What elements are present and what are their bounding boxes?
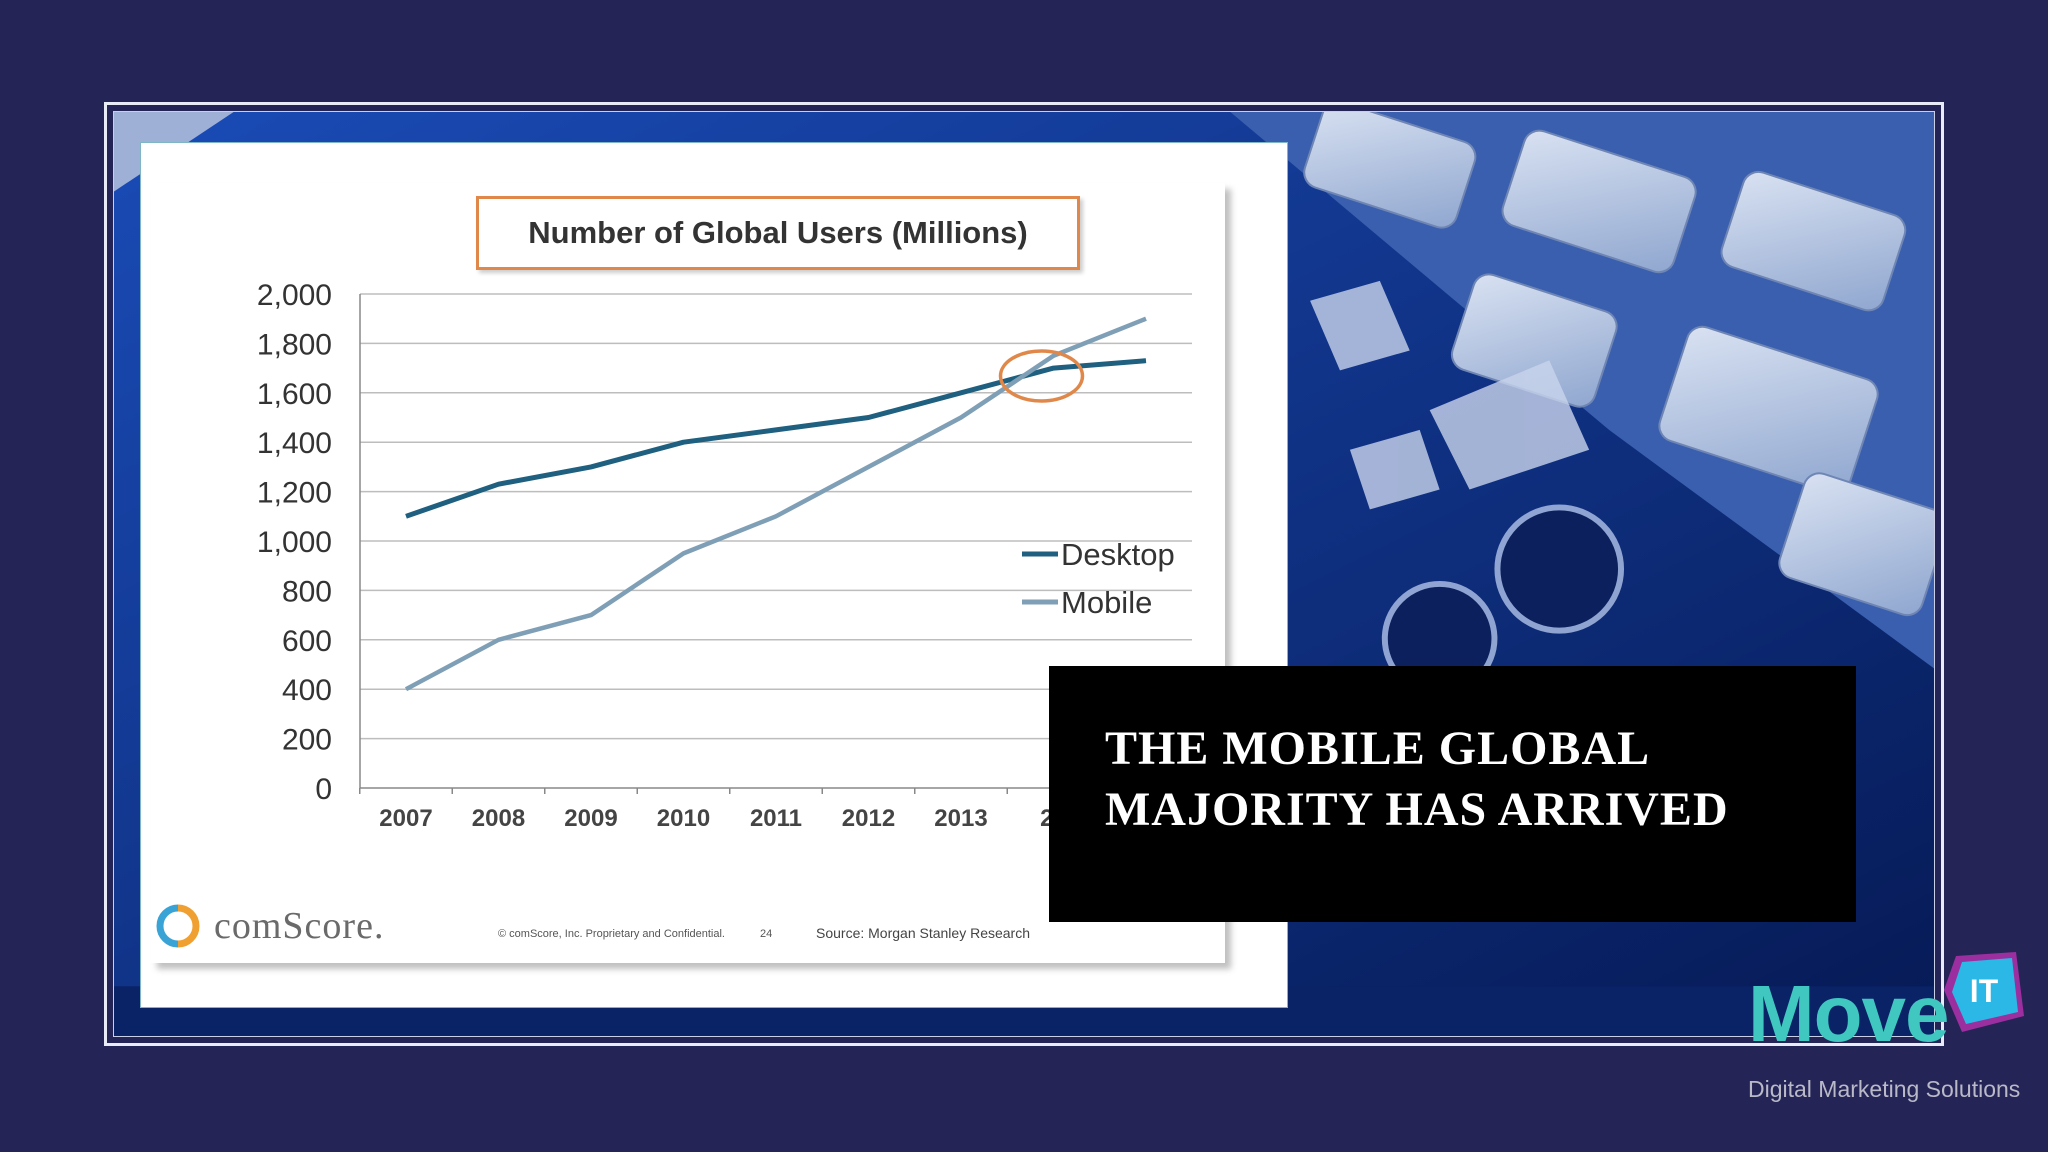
it-badge-icon: IT (1944, 952, 2024, 1032)
chart-title-box: Number of Global Users (Millions) (476, 196, 1080, 270)
headline-box: THE MOBILE GLOBAL MAJORITY HAS ARRIVED (1049, 666, 1856, 922)
footer-confidential: © comScore, Inc. Proprietary and Confide… (498, 928, 725, 940)
footer-source: Source: Morgan Stanley Research (816, 925, 1030, 941)
brand-tagline: Digital Marketing Solutions (1748, 1076, 2021, 1102)
headline-line-1: THE MOBILE GLOBAL (1105, 722, 1651, 775)
moveit-logo: Move IT Digital Marketing Solutions (1748, 952, 2028, 1108)
headline: THE MOBILE GLOBAL MAJORITY HAS ARRIVED (1105, 718, 1729, 840)
badge-text: IT (1970, 973, 1999, 1009)
brand-name: Move (1748, 969, 1949, 1058)
comscore-wordmark: comScore. (214, 905, 385, 947)
comscore-logo: comScore. (156, 904, 384, 948)
footer-page-number: 24 (760, 928, 773, 940)
chart-title: Number of Global Users (Millions) (528, 215, 1028, 250)
headline-line-2: MAJORITY HAS ARRIVED (1105, 783, 1729, 836)
comscore-logo-icon (156, 904, 200, 948)
